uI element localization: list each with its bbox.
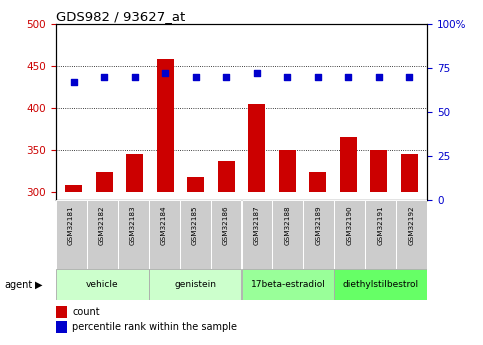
Text: diethylstilbestrol: diethylstilbestrol bbox=[343, 280, 419, 289]
Bar bbox=[56, 321, 67, 333]
Bar bbox=[303, 200, 334, 269]
Bar bbox=[242, 269, 334, 300]
Point bbox=[344, 74, 352, 80]
Text: GSM32182: GSM32182 bbox=[99, 206, 105, 245]
Point bbox=[100, 74, 108, 80]
Bar bbox=[218, 161, 235, 192]
Bar bbox=[309, 172, 326, 192]
Text: genistein: genistein bbox=[174, 280, 216, 289]
Point bbox=[284, 74, 291, 80]
Bar bbox=[149, 269, 242, 300]
Bar bbox=[248, 104, 265, 192]
Bar bbox=[180, 200, 211, 269]
Point bbox=[192, 74, 199, 80]
Bar bbox=[242, 200, 272, 269]
Point bbox=[314, 74, 322, 80]
Bar bbox=[96, 172, 113, 192]
Text: GSM32189: GSM32189 bbox=[316, 206, 322, 245]
Text: percentile rank within the sample: percentile rank within the sample bbox=[72, 322, 237, 332]
Text: GDS982 / 93627_at: GDS982 / 93627_at bbox=[56, 10, 185, 23]
Bar bbox=[187, 177, 204, 192]
Text: GSM32192: GSM32192 bbox=[409, 206, 415, 245]
Bar bbox=[335, 200, 366, 269]
Bar bbox=[340, 137, 356, 192]
Bar bbox=[127, 154, 143, 192]
Bar bbox=[66, 185, 82, 192]
Text: GSM32185: GSM32185 bbox=[192, 206, 198, 245]
Bar bbox=[279, 150, 296, 192]
Text: ▶: ▶ bbox=[35, 280, 43, 289]
Point bbox=[405, 74, 413, 80]
Bar bbox=[401, 154, 417, 192]
Bar bbox=[157, 59, 174, 192]
Bar bbox=[56, 306, 67, 317]
Text: GSM32186: GSM32186 bbox=[223, 206, 229, 245]
Point bbox=[161, 71, 169, 76]
Text: 17beta-estradiol: 17beta-estradiol bbox=[251, 280, 326, 289]
Text: GSM32184: GSM32184 bbox=[161, 206, 167, 245]
Bar bbox=[56, 269, 149, 300]
Bar bbox=[272, 200, 303, 269]
Bar bbox=[397, 200, 427, 269]
Text: GSM32190: GSM32190 bbox=[347, 206, 353, 245]
Text: GSM32183: GSM32183 bbox=[130, 206, 136, 245]
Point bbox=[131, 74, 139, 80]
Text: GSM32187: GSM32187 bbox=[254, 206, 260, 245]
Bar bbox=[56, 200, 86, 269]
Bar bbox=[370, 150, 387, 192]
Point bbox=[253, 71, 261, 76]
Bar bbox=[149, 200, 180, 269]
Bar bbox=[335, 269, 427, 300]
Point bbox=[70, 79, 78, 85]
Bar bbox=[366, 200, 397, 269]
Text: vehicle: vehicle bbox=[85, 280, 118, 289]
Text: GSM32188: GSM32188 bbox=[285, 206, 291, 245]
Bar bbox=[117, 200, 149, 269]
Point bbox=[375, 74, 383, 80]
Text: GSM32181: GSM32181 bbox=[68, 206, 74, 245]
Text: GSM32191: GSM32191 bbox=[378, 206, 384, 245]
Point bbox=[222, 74, 230, 80]
Text: agent: agent bbox=[5, 280, 33, 289]
Bar bbox=[86, 200, 117, 269]
Bar bbox=[211, 200, 242, 269]
Text: count: count bbox=[72, 307, 100, 317]
